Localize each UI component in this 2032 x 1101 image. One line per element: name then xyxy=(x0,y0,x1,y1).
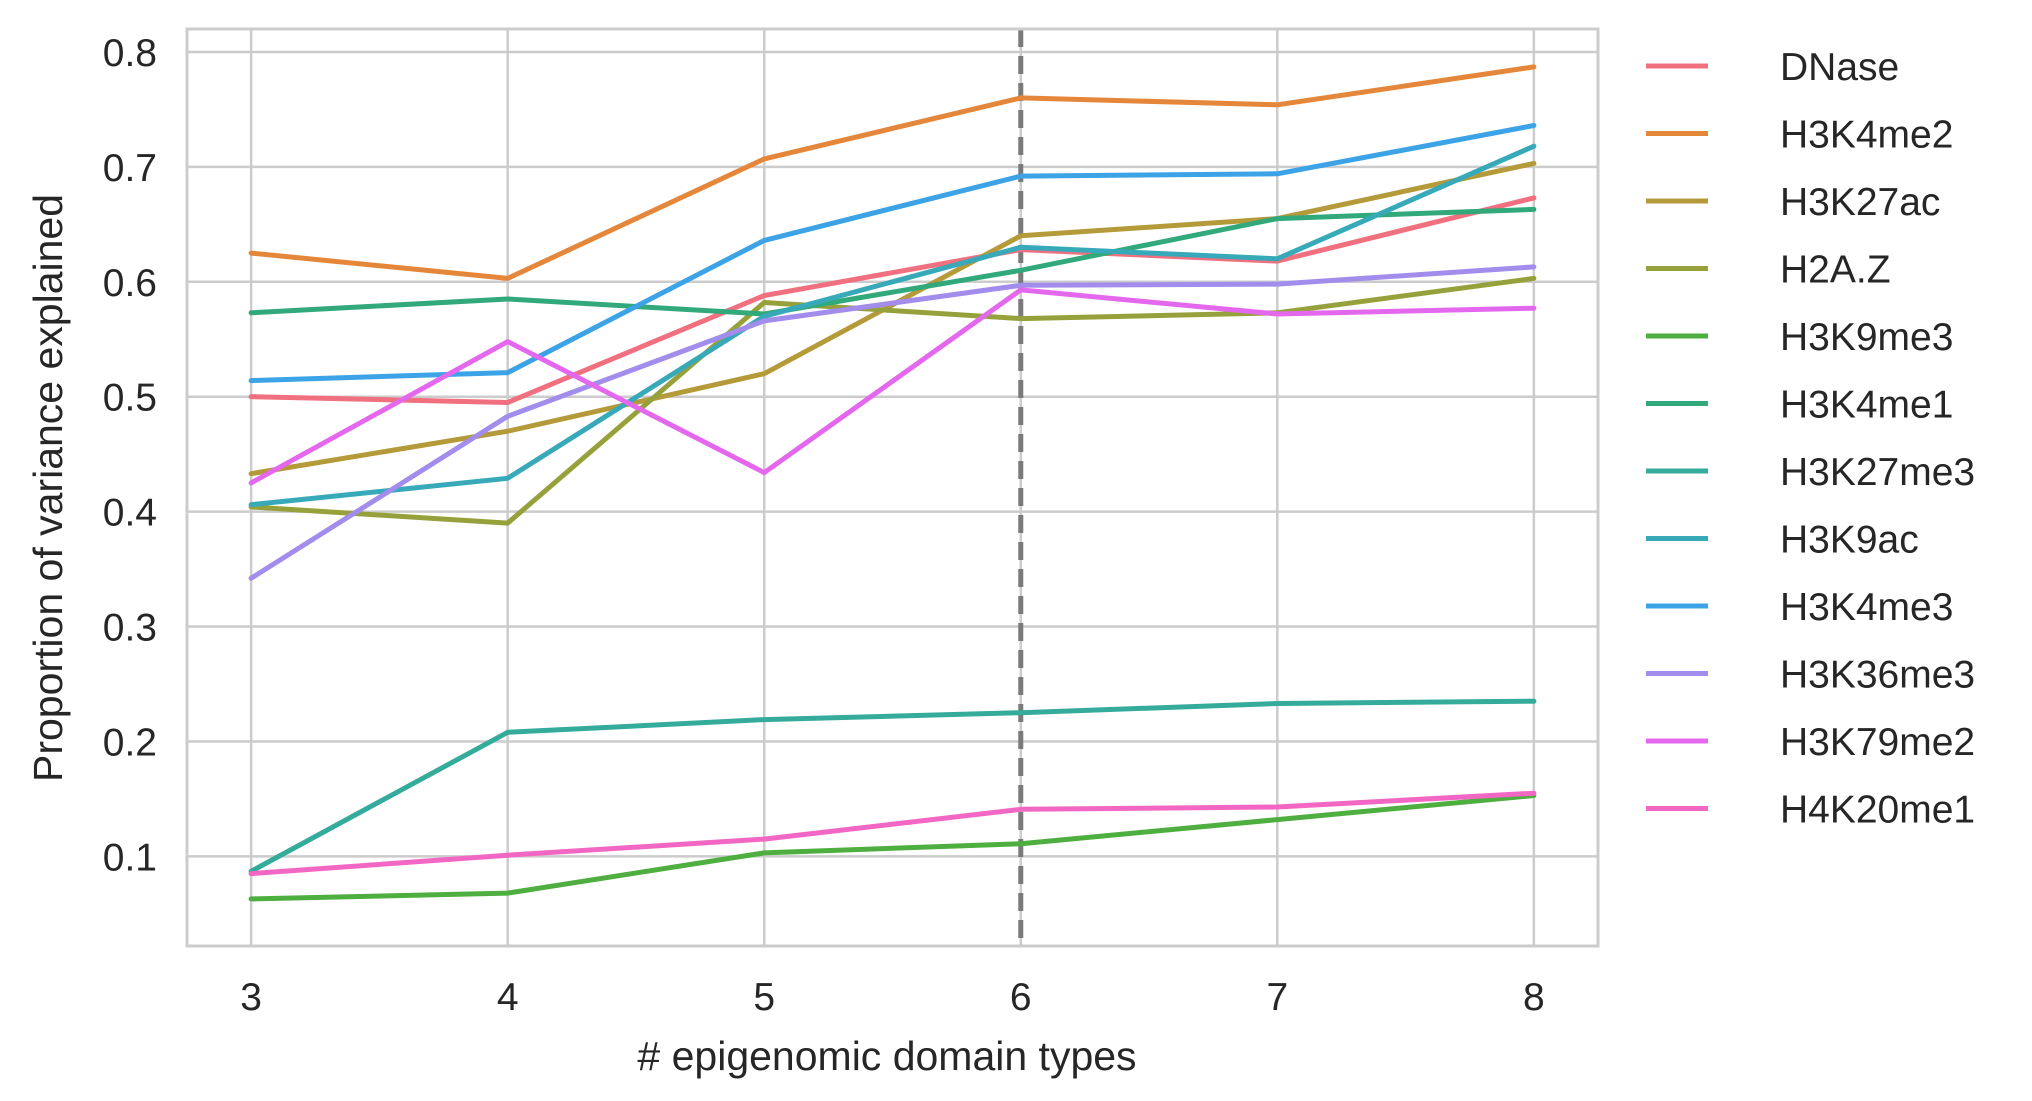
y-axis-label: Proportion of variance explained xyxy=(25,194,71,782)
legend-label: H3K27ac xyxy=(1780,181,1940,224)
legend-label: DNase xyxy=(1780,46,1899,89)
series-line-dnase xyxy=(248,195,1537,405)
legend: DNase H3K4me2 H3K27ac H2A.Z H3K9me3 H3K4me1 H3… xyxy=(1646,46,1975,832)
series-line-h3k79me2 xyxy=(248,287,1537,486)
x-axis-label: # epigenomic domain types xyxy=(637,1033,1136,1079)
x-tick-labels: 3 4 5 6 7 8 xyxy=(240,976,1544,1019)
legend-label: H2A.Z xyxy=(1780,249,1891,292)
y-tick-labels: 0.1 0.2 0.3 0.4 0.5 0.6 0.7 0.8 xyxy=(103,32,157,879)
series-line-h4k20me1 xyxy=(248,790,1537,877)
x-tick-label: 3 xyxy=(240,976,262,1019)
y-tick-label: 0.6 xyxy=(103,262,157,305)
legend-label: H3K4me3 xyxy=(1780,586,1953,629)
legend-label: H3K36me3 xyxy=(1780,654,1975,697)
y-tick-label: 0.5 xyxy=(103,377,157,420)
legend-label: H4K20me1 xyxy=(1780,789,1975,832)
legend-label: H3K27me3 xyxy=(1780,451,1975,494)
legend-label: H3K9ac xyxy=(1780,519,1919,562)
series-line-h3k4me3 xyxy=(248,123,1537,384)
x-tick-label: 8 xyxy=(1523,976,1545,1019)
series-line-h3k36me3 xyxy=(248,264,1537,581)
series-line-h3k4me1 xyxy=(248,206,1537,317)
x-tick-label: 5 xyxy=(753,976,775,1019)
y-tick-label: 0.7 xyxy=(103,147,157,190)
x-tick-label: 6 xyxy=(1010,976,1032,1019)
series-line-h3k9me3 xyxy=(248,793,1537,902)
plot-frame xyxy=(185,27,1600,948)
series-line-h3k4me2 xyxy=(248,64,1537,281)
legend-label: H3K79me2 xyxy=(1780,721,1975,764)
y-tick-label: 0.4 xyxy=(103,492,157,535)
legend-label: H3K9me3 xyxy=(1780,316,1953,359)
legend-label: H3K4me1 xyxy=(1780,384,1953,427)
y-tick-label: 0.8 xyxy=(103,32,157,75)
series-line-h2a-z xyxy=(248,275,1537,526)
y-tick-label: 0.2 xyxy=(103,721,157,764)
series-line-h3k9ac xyxy=(248,143,1537,508)
grid-lines xyxy=(187,29,1598,946)
y-tick-label: 0.3 xyxy=(103,607,157,650)
series-lines xyxy=(248,64,1537,902)
legend-label: H3K4me2 xyxy=(1780,114,1953,157)
x-tick-label: 7 xyxy=(1266,976,1288,1019)
x-tick-label: 4 xyxy=(497,976,519,1019)
y-tick-label: 0.1 xyxy=(103,836,157,879)
series-line-h3k27me3 xyxy=(248,698,1537,874)
